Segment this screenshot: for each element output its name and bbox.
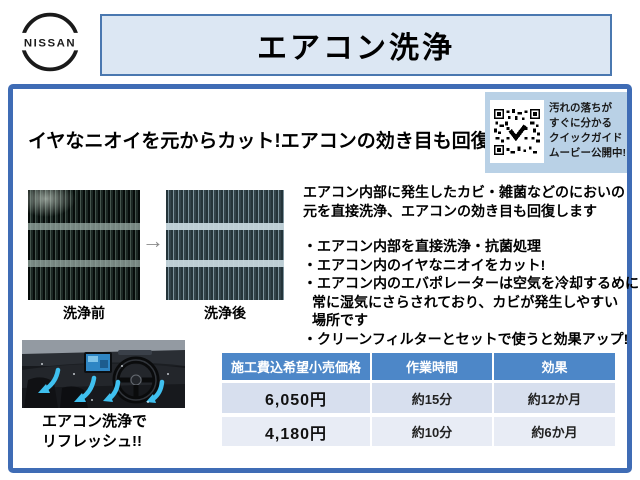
- column-header-price: 施工費込希望小売価格: [230, 360, 361, 375]
- car-interior-image: [22, 340, 185, 408]
- price-cell: 4,180円: [264, 425, 328, 443]
- description-text: エアコン内部に発生したカビ・雑菌などのにおいの 元を直接洗浄、エアコンの効き目も…: [303, 183, 629, 221]
- time-cell: 約10分: [370, 417, 492, 446]
- page-title-box: エアコン洗浄: [100, 14, 612, 76]
- nissan-logo-icon: NISSAN: [12, 6, 88, 78]
- column-header-time: 作業時間: [370, 353, 492, 380]
- before-label: 洗浄前: [63, 305, 105, 321]
- right-arrow-icon: →: [142, 228, 164, 253]
- refresh-caption: エアコン洗浄で リフレッシュ!!: [42, 412, 147, 451]
- bullet-item: ・エアコン内のエバポレーターは空気を冷却するめに: [303, 275, 639, 291]
- qr-notice-line: ムービー公開中!: [549, 147, 626, 159]
- qr-code-icon: [490, 100, 544, 163]
- bullet-item-continuation: 場所です: [312, 312, 368, 328]
- headline: イヤなニオイを元からカット!エアコンの効き目も回復!: [28, 131, 497, 152]
- column-header-effect: 効果: [492, 353, 615, 380]
- evaporator-after-image: [166, 190, 284, 300]
- bullet-item-continuation: 常に湿気にさらされており、カビが発生しやすい: [312, 293, 619, 310]
- fin-stripe: [166, 223, 284, 230]
- page-title: エアコン洗浄: [257, 32, 455, 65]
- table-row: 6,050円 約15分 約12か月: [222, 383, 615, 413]
- price-cell: 6,050円: [264, 392, 328, 409]
- qr-notice-line: 汚れの落ちが: [549, 102, 612, 114]
- qr-notice-text: 汚れの落ちが すぐに分かる クイックガイド ムービー公開中!: [549, 101, 626, 161]
- qr-notice-line: クイックガイド: [549, 132, 623, 144]
- bullet-item: ・エアコン内部を直接洗浄・抗菌処理: [303, 238, 541, 254]
- fin-stripe: [166, 260, 284, 268]
- price-table: 施工費込希望小売価格 作業時間 効果 6,050円 約15分 約12か月 4,1…: [222, 353, 615, 446]
- fin-stripe: [28, 260, 140, 268]
- time-cell: 約15分: [370, 383, 492, 413]
- description-line: 元を直接洗浄、エアコンの効き目も回復します: [303, 203, 597, 219]
- qr-notice-line: すぐに分かる: [549, 117, 612, 129]
- bullet-item: ・クリーンフィルターとセットで使うと効果アップ!: [303, 330, 629, 347]
- nissan-wordmark: NISSAN: [24, 38, 76, 50]
- refresh-caption-line: リフレッシュ!!: [42, 432, 142, 450]
- effect-cell: 約12か月: [492, 383, 615, 413]
- feature-bullets: ・エアコン内部を直接洗浄・抗菌処理 ・エアコン内のイヤなニオイをカット! ・エア…: [303, 237, 639, 348]
- bullet-item: ・エアコン内のイヤなニオイをカット!: [303, 256, 546, 273]
- price-table-header-row: 施工費込希望小売価格 作業時間 効果: [222, 353, 615, 380]
- effect-cell: 約6か月: [492, 417, 615, 446]
- table-row: 4,180円 約10分 約6か月: [222, 417, 615, 446]
- after-label: 洗浄後: [204, 305, 246, 321]
- fin-stripe: [28, 223, 140, 230]
- refresh-caption-line: エアコン洗浄で: [42, 413, 148, 430]
- evaporator-before-image: [28, 190, 140, 300]
- description-line: エアコン内部に発生したカビ・雑菌などのにおいの: [303, 184, 625, 200]
- qr-promo-box: 汚れの落ちが すぐに分かる クイックガイド ムービー公開中!: [485, 92, 627, 173]
